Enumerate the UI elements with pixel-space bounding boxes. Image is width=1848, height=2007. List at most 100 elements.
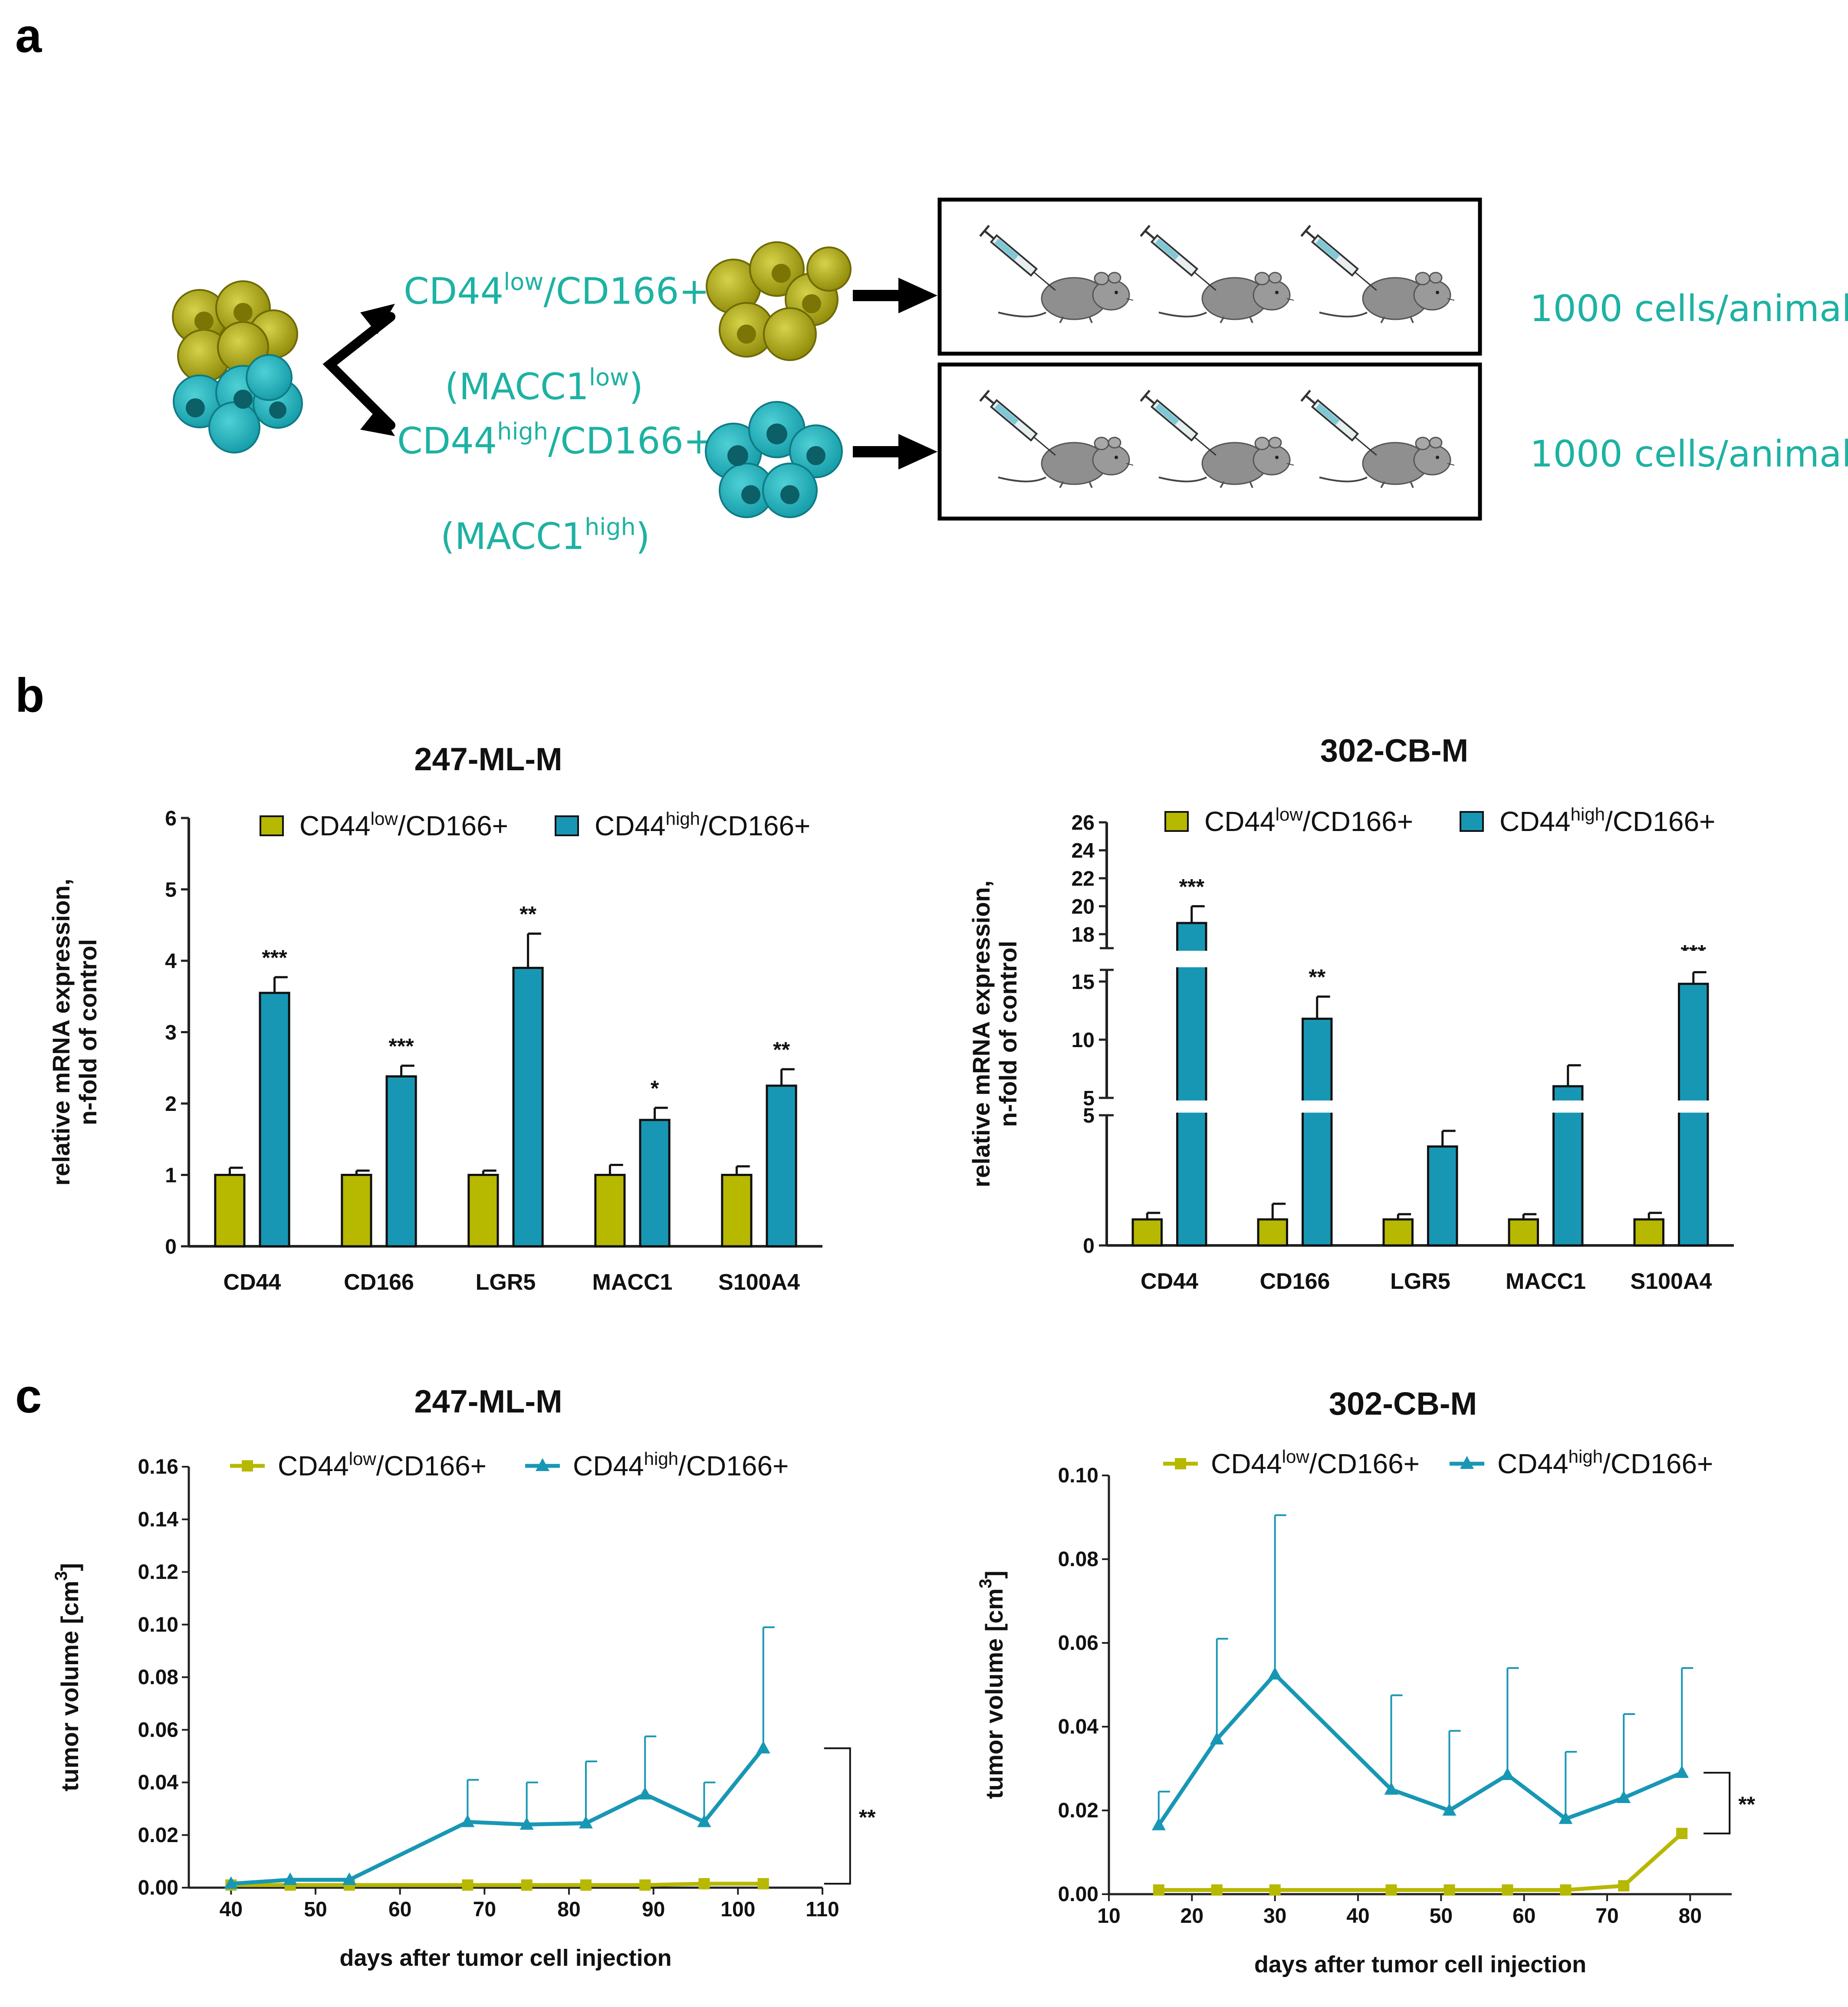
x-axis-label: days after tumor cell injection [1254, 1951, 1586, 1977]
series-line-high [1157, 1671, 1683, 1826]
y-axis-label: tumor volume [cm3] [52, 1563, 83, 1791]
significance-label: ** [1309, 965, 1325, 989]
data-point-high [1500, 1767, 1515, 1780]
category-label: CD44 [1141, 1269, 1198, 1294]
data-point-high [697, 1814, 711, 1827]
data-point-low [1560, 1884, 1572, 1896]
legend-marker-high [1460, 1456, 1474, 1469]
series-line-high [231, 1747, 765, 1886]
panel-label-c: c [15, 1370, 42, 1423]
legend-label-high: CD44high/CD166+ [595, 808, 810, 841]
y-tick-label: 0.06 [1058, 1632, 1098, 1655]
category-label: MACC1 [1506, 1269, 1586, 1294]
bar-high [259, 992, 290, 1248]
category-label: CD166 [344, 1270, 414, 1295]
data-point-high [1675, 1765, 1689, 1778]
legend-label-low: CD44low/CD166+ [1211, 1446, 1420, 1479]
x-tick-label: 80 [1679, 1905, 1702, 1928]
y-tick-label: 0.00 [138, 1876, 178, 1899]
y-tick-label: 0.04 [138, 1771, 179, 1794]
arrow-head-up-icon [360, 304, 395, 334]
data-point-low [1502, 1884, 1513, 1896]
mouse-icon [1158, 272, 1295, 324]
data-point-low [1676, 1828, 1688, 1839]
x-tick-label: 20 [1180, 1905, 1204, 1928]
y-tick-label: 4 [165, 950, 177, 973]
x-axis-label: days after tumor cell injection [339, 1945, 671, 1971]
data-point-high [756, 1741, 770, 1754]
axis-break-gap [1111, 951, 1738, 967]
y-tick-label: 0.12 [138, 1561, 178, 1584]
bar-low [1131, 1218, 1163, 1247]
chart-title: 247-ML-M [414, 741, 562, 777]
y-tick-label: 24 [1072, 839, 1095, 862]
x-tick-label: 110 [806, 1898, 839, 1921]
y-tick-label: 0.00 [1058, 1883, 1098, 1906]
y-tick-label: 0.02 [138, 1824, 178, 1847]
x-tick-label: 50 [1430, 1905, 1453, 1928]
group-high-macc: (MACC1high) [441, 513, 650, 558]
bar-high [512, 966, 544, 1248]
category-label: CD44 [224, 1270, 281, 1295]
category-label: S100A4 [1631, 1269, 1712, 1294]
y-tick-label: 0.10 [138, 1613, 178, 1636]
legend-marker-low [242, 1460, 253, 1472]
mouse-icon [1319, 437, 1455, 489]
bar-high [639, 1119, 671, 1248]
chart-title: 247-ML-M [414, 1383, 562, 1419]
mouse-icon [1158, 437, 1295, 489]
data-point-low [1444, 1884, 1455, 1896]
axis-break-gap [1111, 1100, 1738, 1113]
cell-cluster-low-icon [706, 241, 852, 361]
x-tick-label: 40 [220, 1898, 243, 1921]
data-point-high [638, 1787, 652, 1800]
data-point-low [1385, 1884, 1397, 1896]
legend-swatch-low [1164, 811, 1189, 832]
significance-label: ** [859, 1805, 876, 1830]
category-label: MACC1 [592, 1270, 673, 1295]
syringe-icon [1301, 226, 1381, 296]
syringe-icon [1301, 391, 1381, 460]
significance-label: *** [388, 1034, 414, 1058]
chart-title: 302-CB-M [1320, 733, 1468, 769]
bar-high [385, 1075, 417, 1248]
data-point-low [580, 1879, 592, 1891]
data-point-high [1268, 1667, 1282, 1680]
legend-swatch-high [1460, 811, 1484, 832]
syringe-icon [980, 226, 1060, 296]
mouse-icon [997, 272, 1134, 324]
category-label: LGR5 [1390, 1269, 1450, 1294]
data-point-high [1617, 1790, 1631, 1803]
cell-cluster-icon [172, 280, 303, 453]
data-point-high [579, 1816, 593, 1829]
x-tick-label: 90 [642, 1898, 665, 1921]
significance-label: ** [773, 1038, 790, 1062]
x-tick-label: 80 [557, 1898, 580, 1921]
bar-chart-302-CB-M: 302-CB-M05510151820222426***CD44**CD166*… [967, 733, 1738, 1294]
y-axis-label: relative mRNA expression,n-fold of contr… [47, 879, 102, 1186]
bar-low [1508, 1218, 1539, 1247]
y-tick-label: 0.10 [1058, 1464, 1098, 1487]
group-low-macc: (MACC1low) [445, 364, 643, 408]
y-tick-label: 0.04 [1058, 1715, 1099, 1738]
mouse-icon [997, 437, 1134, 489]
x-tick-label: 70 [473, 1898, 496, 1921]
x-tick-label: 40 [1346, 1905, 1369, 1928]
legend-label-low: CD44low/CD166+ [1204, 804, 1413, 837]
legend-marker-low [1175, 1458, 1186, 1469]
arrow-head-down-icon [360, 408, 395, 436]
schematic: CD44low/CD166+ (MACC1low) CD44high/CD166… [172, 197, 1848, 558]
syringe-icon [1141, 391, 1220, 460]
split-arrow-icon [322, 312, 395, 430]
significance-bracket [1703, 1772, 1731, 1835]
y-tick-label: 0.08 [1058, 1548, 1098, 1571]
y-tick-label: 0.16 [138, 1455, 178, 1478]
legend-swatch-low [260, 815, 284, 836]
y-tick-label: 20 [1072, 895, 1095, 918]
bar-low [1633, 1218, 1665, 1247]
data-point-high [1151, 1817, 1166, 1830]
y-tick-label: 0.06 [138, 1718, 178, 1741]
y-tick-label: 0.02 [1058, 1799, 1098, 1822]
y-tick-label: 22 [1072, 867, 1095, 890]
